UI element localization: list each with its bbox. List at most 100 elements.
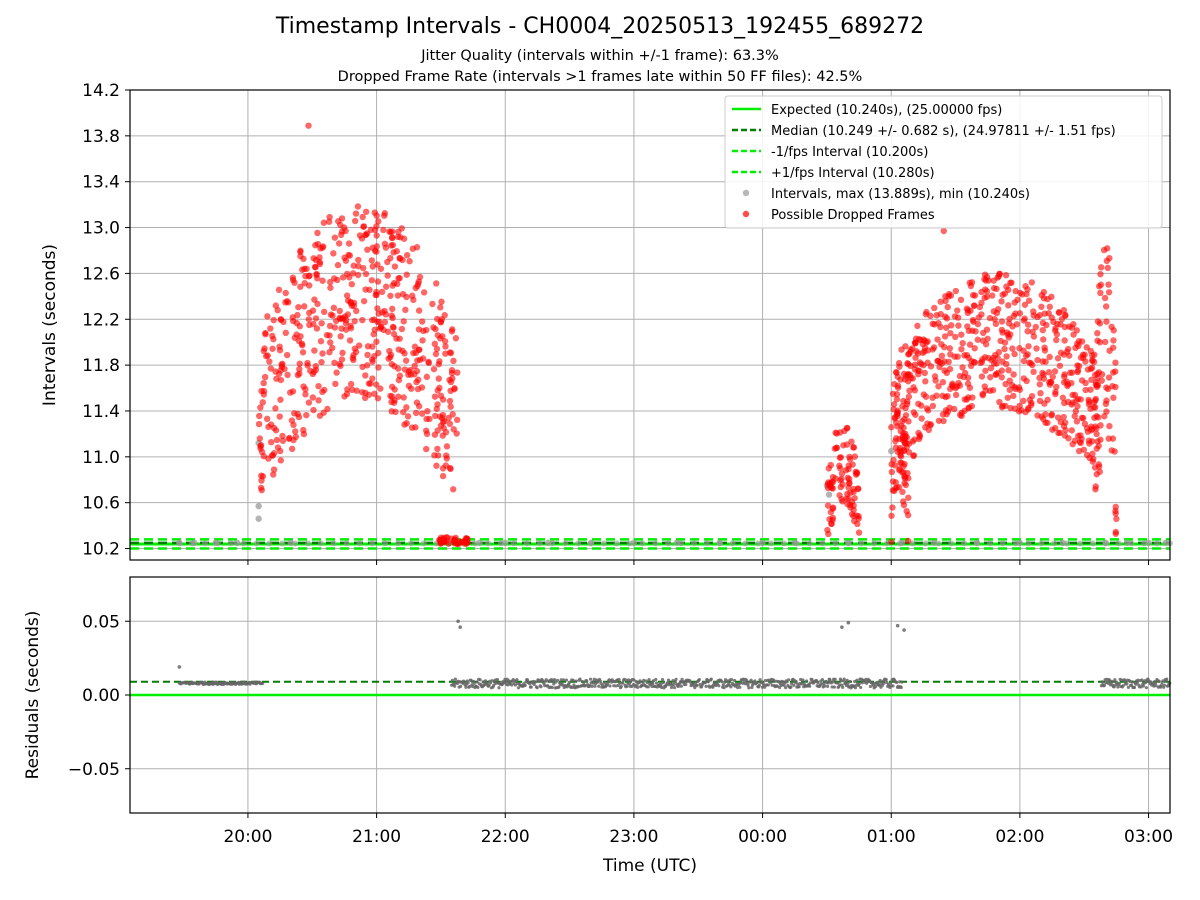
dropped-frame-point — [411, 362, 418, 370]
legend-box — [724, 95, 1163, 229]
interval-point — [407, 540, 414, 547]
dropped-frame-point — [320, 219, 328, 226]
residual-point — [1144, 680, 1148, 685]
residual-point — [899, 685, 903, 690]
dropped-frame-point — [915, 400, 922, 408]
residual-point — [721, 683, 725, 687]
dropped-frame-point — [1113, 515, 1120, 523]
dropped-frame-point — [1019, 291, 1026, 298]
residual-point — [672, 682, 676, 687]
dropped-frame-point — [905, 449, 913, 456]
dropped-frame-point — [395, 228, 402, 236]
interval-point — [858, 540, 865, 547]
dropped-frame-point — [452, 335, 460, 342]
dropped-frame-point — [1049, 373, 1056, 381]
dropped-frame-point — [912, 335, 920, 342]
y-tick-label: 13.8 — [82, 127, 120, 147]
interval-point — [935, 540, 942, 547]
dropped-frame-point — [374, 278, 382, 285]
residual-point — [456, 619, 460, 624]
interval-point — [922, 540, 929, 547]
dropped-frame-point — [1097, 436, 1104, 443]
dropped-frame-point — [898, 422, 905, 429]
residual-point — [525, 678, 530, 682]
dropped-frame-point — [1036, 311, 1043, 319]
dropped-frame-point — [904, 537, 912, 545]
dropped-frame-point — [1062, 426, 1069, 434]
dropped-frame-point — [382, 244, 390, 251]
dropped-frame-point — [320, 308, 328, 316]
dropped-frame-point — [850, 444, 858, 451]
dropped-frame-point — [290, 421, 297, 429]
dropped-frame-point — [412, 424, 419, 431]
dropped-frame-point — [847, 489, 854, 496]
dropped-frame-point — [846, 453, 853, 461]
intervals-y-axis-label: Intervals (seconds) — [40, 244, 60, 406]
residual-point — [839, 679, 843, 683]
residual-point — [464, 685, 468, 689]
dropped-frame-point — [1097, 422, 1104, 429]
dropped-frame-point — [369, 343, 376, 350]
dropped-frame-point — [336, 360, 343, 368]
residual-point — [729, 685, 733, 689]
dropped-frame-point — [956, 372, 964, 380]
dropped-frame-point — [291, 410, 298, 417]
residual-point — [574, 679, 578, 683]
dropped-frame-point — [255, 420, 263, 428]
dropped-frame-point — [1004, 394, 1011, 401]
dropped-frame-point — [980, 329, 987, 337]
dropped-frame-point — [268, 452, 276, 459]
interval-point — [227, 540, 234, 547]
dropped-frame-point — [373, 223, 380, 230]
dropped-frame-point — [848, 510, 856, 518]
residual-point — [709, 677, 713, 681]
dropped-frame-point — [396, 274, 403, 282]
dropped-frame-point — [426, 415, 433, 423]
dropped-frame-point — [296, 360, 303, 367]
dropped-frame-point — [314, 300, 321, 308]
dropped-frame-point — [925, 426, 933, 434]
dropped-frame-point — [947, 330, 954, 337]
residual-point — [624, 678, 629, 682]
dropped-frame-point — [270, 424, 278, 432]
dropped-frame-point — [1015, 408, 1023, 415]
dropped-frame-point — [431, 340, 439, 348]
dropped-frame-point — [307, 367, 314, 374]
interval-point — [652, 540, 659, 547]
dropped-frame-point — [330, 250, 337, 257]
dropped-frame-point — [1089, 450, 1096, 457]
interval-point — [420, 540, 427, 547]
interval-point — [1038, 540, 1045, 547]
dropped-frame-point — [1020, 397, 1027, 405]
interval-point — [703, 540, 710, 547]
dropped-frame-point — [403, 271, 410, 278]
dropped-frame-point — [389, 234, 396, 241]
dropped-frame-point — [401, 366, 409, 373]
dropped-frame-point — [1009, 345, 1016, 352]
dropped-frame-point — [267, 438, 275, 446]
dropped-frame-point — [273, 436, 281, 444]
dropped-frame-point — [952, 287, 960, 295]
dropped-frame-point — [368, 277, 376, 284]
dropped-frame-point — [967, 362, 975, 370]
dropped-frame-point — [903, 434, 911, 441]
dropped-frame-point — [977, 359, 984, 367]
dropped-frame-point — [890, 406, 897, 413]
dropped-frame-point — [1095, 414, 1102, 421]
residual-point — [476, 685, 480, 690]
dropped-frame-point — [836, 462, 843, 469]
dropped-frame-point — [971, 292, 979, 299]
dropped-frame-point — [943, 324, 950, 331]
dropped-frame-point — [446, 376, 453, 384]
residual-point — [625, 684, 629, 688]
dropped-frame-point — [932, 377, 939, 384]
residual-point — [797, 685, 801, 689]
residual-point — [704, 684, 708, 688]
dropped-frame-point — [327, 339, 334, 346]
dropped-frame-point — [968, 279, 976, 286]
dropped-frame-point — [364, 351, 371, 359]
dropped-frame-point — [938, 360, 946, 367]
dropped-frame-point — [1104, 245, 1111, 252]
residual-point — [878, 678, 882, 683]
dropped-frame-point — [305, 316, 313, 323]
